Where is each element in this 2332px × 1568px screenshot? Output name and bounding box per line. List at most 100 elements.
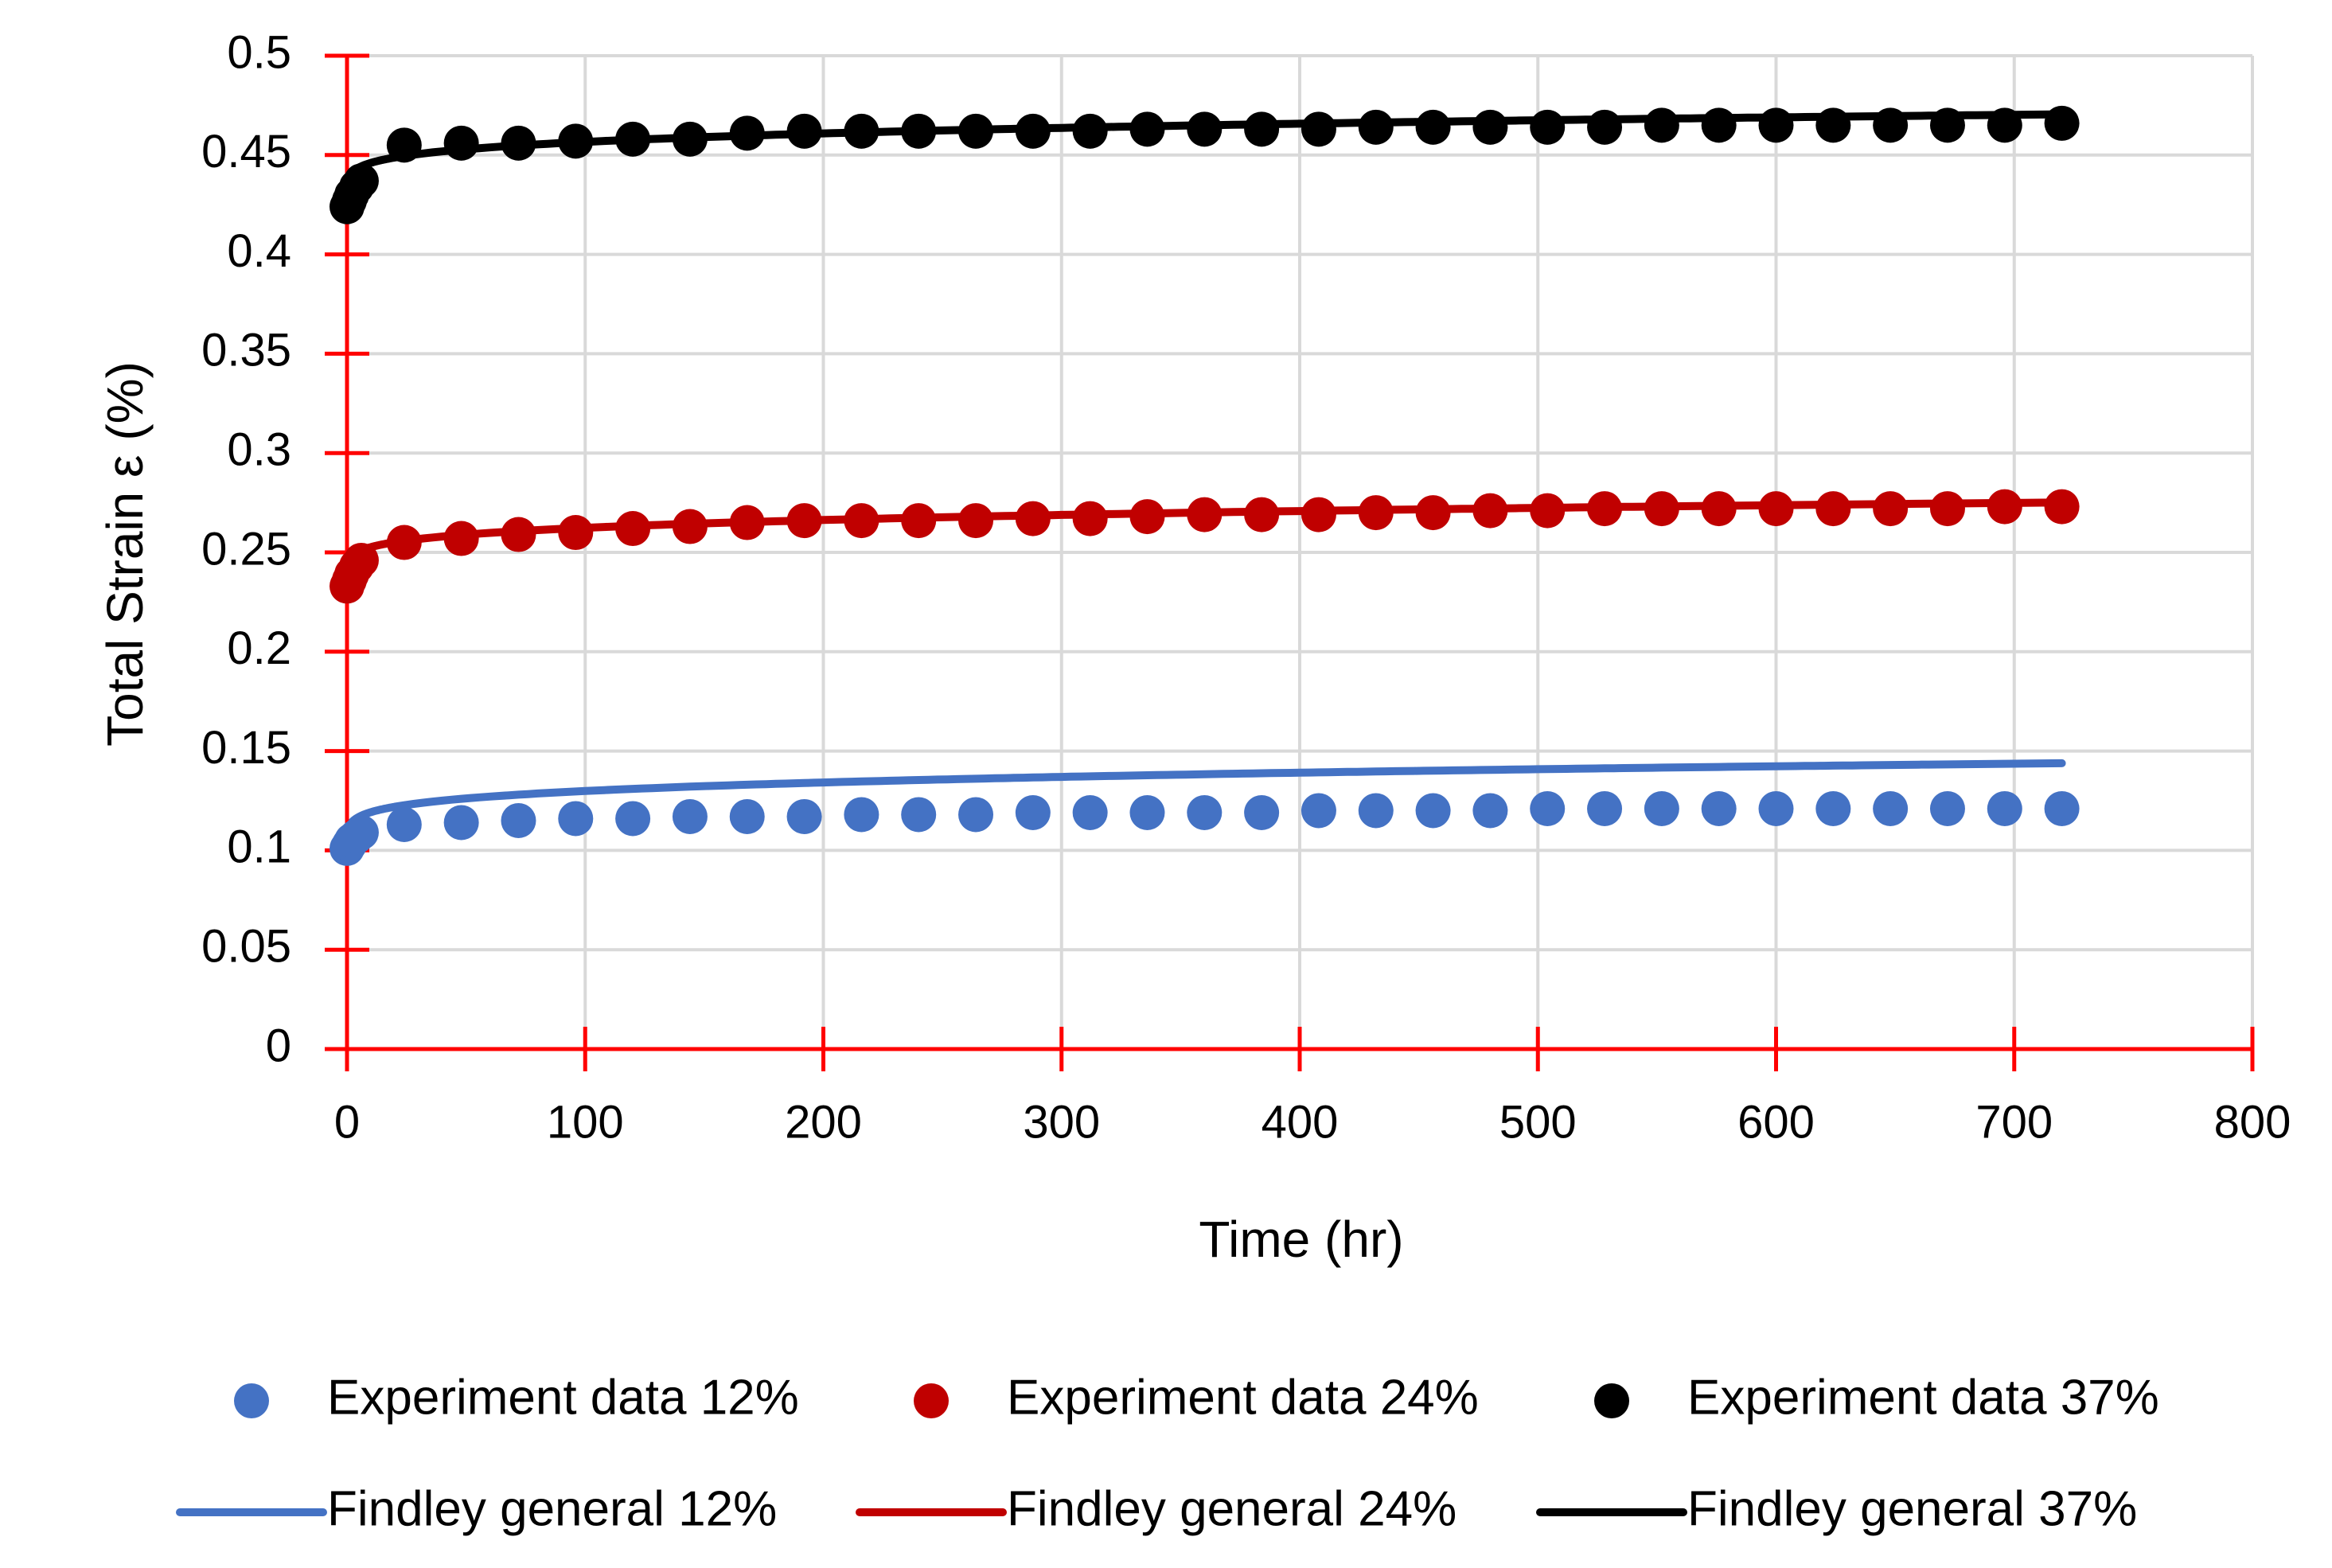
point-experiment-data-24 (1415, 495, 1451, 531)
point-experiment-data-12 (1815, 790, 1851, 826)
x-tick-label: 600 (1737, 1096, 1815, 1148)
point-experiment-data-24 (1758, 491, 1794, 527)
point-experiment-data-12 (1244, 794, 1280, 830)
legend-label: Findley general 24% (1007, 1481, 1457, 1536)
y-tick-label: 0.25 (201, 523, 291, 575)
x-axis-title: Time (hr) (1199, 1211, 1403, 1268)
point-experiment-data-24 (901, 503, 937, 539)
point-experiment-data-12 (1072, 794, 1108, 830)
axis-layer (325, 53, 2255, 1071)
point-experiment-data-12 (729, 798, 765, 834)
point-experiment-data-24 (1072, 501, 1108, 536)
legend-marker (914, 1383, 949, 1418)
legend-label: Findley general 12% (327, 1481, 777, 1536)
point-experiment-data-37 (1587, 109, 1623, 145)
y-tick-label: 0.15 (201, 722, 291, 774)
point-experiment-data-12 (1929, 790, 1965, 826)
point-experiment-data-37 (1244, 111, 1280, 147)
point-experiment-data-24 (672, 509, 708, 544)
point-experiment-data-24 (1815, 491, 1851, 527)
legend-item-experiment-data-37: Experiment data 37% (1594, 1370, 2159, 1425)
point-experiment-data-24 (1244, 497, 1280, 532)
legend-label: Experiment data 24% (1007, 1370, 1479, 1425)
point-experiment-data-24 (2044, 489, 2080, 525)
point-experiment-data-12 (1472, 793, 1508, 829)
point-experiment-data-24 (729, 505, 765, 540)
point-experiment-data-24 (1644, 491, 1679, 527)
tick-labels-layer: 0 0.05 0.1 0.15 0.2 0.25 0.3 0.35 0.4 0.45 0.5 0 100… (201, 26, 2291, 1148)
point-experiment-data-12 (1015, 794, 1051, 830)
point-experiment-data-12 (1301, 793, 1336, 829)
point-experiment-data-12 (386, 806, 422, 842)
point-experiment-data-37 (1472, 109, 1508, 145)
legend-item-findley-general-12: Findley general 12% (176, 1481, 777, 1536)
point-experiment-data-24 (1472, 493, 1508, 529)
markers-layer (330, 105, 2080, 866)
legend: Experiment data 12% Experiment data 24% Ex… (176, 1370, 2159, 1536)
point-experiment-data-37 (1415, 109, 1451, 145)
point-experiment-data-37 (1701, 107, 1737, 143)
legend-item-findley-general-37: Findley general 37% (1536, 1481, 2137, 1536)
point-experiment-data-12 (901, 797, 937, 833)
point-experiment-data-37 (1987, 107, 2022, 143)
point-experiment-data-12 (1358, 793, 1394, 829)
point-experiment-data-24 (1301, 497, 1336, 532)
x-tick-label: 500 (1499, 1096, 1577, 1148)
point-experiment-data-37 (1644, 107, 1679, 143)
x-tick-label: 100 (547, 1096, 624, 1148)
point-experiment-data-37 (729, 115, 765, 151)
point-experiment-data-37 (786, 113, 822, 149)
fit-line-findley-general-12 (343, 759, 2066, 852)
point-experiment-data-37 (1758, 107, 1794, 143)
point-experiment-data-12 (343, 814, 379, 850)
point-experiment-data-24 (386, 525, 422, 560)
point-experiment-data-12 (501, 802, 536, 838)
legend-marker (1594, 1383, 1629, 1418)
point-experiment-data-24 (1530, 493, 1566, 529)
point-experiment-data-24 (501, 517, 536, 552)
point-experiment-data-37 (958, 113, 994, 149)
point-experiment-data-24 (558, 515, 594, 551)
point-experiment-data-37 (901, 113, 937, 149)
point-experiment-data-24 (615, 511, 651, 547)
point-experiment-data-12 (1701, 790, 1737, 826)
point-experiment-data-24 (1358, 495, 1394, 531)
point-experiment-data-37 (443, 125, 479, 161)
y-tick-label: 0.1 (227, 821, 291, 873)
point-experiment-data-12 (1530, 790, 1566, 826)
point-experiment-data-12 (672, 798, 708, 834)
point-experiment-data-37 (2044, 105, 2080, 141)
point-experiment-data-24 (1873, 491, 1909, 527)
x-tick-label: 400 (1262, 1096, 1339, 1148)
y-tick-label: 0 (266, 1020, 291, 1071)
point-experiment-data-24 (1701, 491, 1737, 527)
y-tick-label: 0.2 (227, 622, 291, 674)
legend-item-experiment-data-12: Experiment data 12% (234, 1370, 799, 1425)
point-experiment-data-37 (1815, 107, 1851, 143)
point-experiment-data-37 (672, 121, 708, 157)
point-experiment-data-12 (2044, 790, 2080, 826)
point-experiment-data-24 (343, 542, 379, 578)
point-experiment-data-37 (558, 123, 594, 159)
legend-item-experiment-data-24: Experiment data 24% (914, 1370, 1479, 1425)
x-tick-label: 700 (1975, 1096, 2053, 1148)
legend-marker (234, 1383, 269, 1418)
point-experiment-data-24 (786, 503, 822, 539)
point-experiment-data-24 (844, 503, 879, 539)
point-experiment-data-12 (1415, 793, 1451, 829)
point-experiment-data-37 (1530, 109, 1566, 145)
point-experiment-data-37 (343, 163, 379, 199)
point-experiment-data-37 (1929, 107, 1965, 143)
y-tick-label: 0.5 (227, 26, 291, 78)
x-tick-label: 0 (334, 1096, 360, 1148)
point-experiment-data-37 (1301, 111, 1336, 147)
point-experiment-data-24 (443, 521, 479, 556)
point-experiment-data-37 (615, 121, 651, 157)
point-experiment-data-12 (1758, 790, 1794, 826)
point-experiment-data-24 (1129, 499, 1165, 535)
point-experiment-data-37 (1358, 109, 1394, 145)
point-experiment-data-12 (1873, 790, 1909, 826)
point-experiment-data-37 (1072, 113, 1108, 149)
x-tick-label: 800 (2214, 1096, 2291, 1148)
